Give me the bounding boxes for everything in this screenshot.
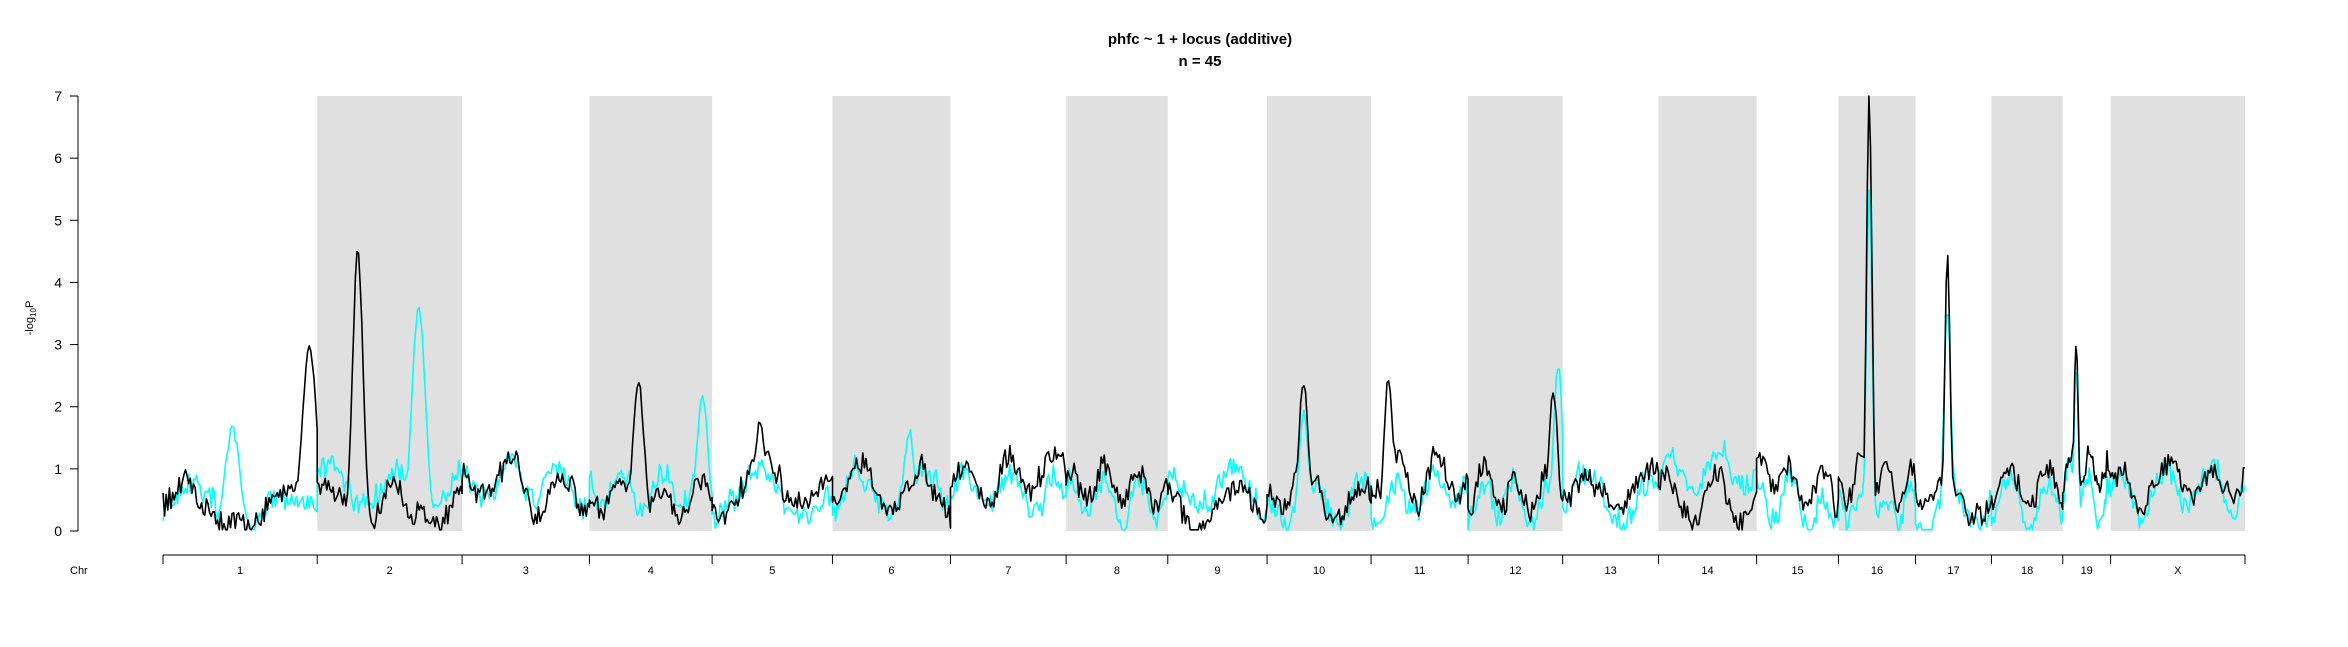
y-axis-label-main: -log — [24, 317, 36, 335]
band-chr-18 — [1991, 96, 2063, 531]
chr-label: 14 — [1701, 565, 1713, 577]
series-line-1 — [162, 189, 2246, 531]
chr-label: X — [2174, 565, 2182, 577]
band-chr-2 — [317, 96, 463, 531]
chr-label: 7 — [1005, 565, 1011, 577]
chr-label: 15 — [1791, 565, 1803, 577]
band-chr-6 — [832, 96, 951, 531]
y-axis: 0 1 2 3 4 5 6 7 — [54, 88, 79, 539]
band-chr-4 — [589, 96, 713, 531]
y-tick-label: 5 — [54, 212, 62, 228]
chr-label: 10 — [1313, 565, 1325, 577]
band-chr-12 — [1468, 96, 1563, 531]
y-tick-label: 1 — [54, 461, 62, 477]
chr-label: 16 — [1871, 565, 1883, 577]
chr-label: 12 — [1509, 565, 1521, 577]
chr-label: 13 — [1604, 565, 1616, 577]
y-tick-label: 4 — [54, 274, 62, 290]
chr-label: 2 — [387, 565, 393, 577]
y-axis-label-tail: P — [24, 301, 36, 308]
chart-title: phfc ~ 1 + locus (additive) — [1108, 31, 1292, 48]
y-tick-label: 3 — [54, 337, 62, 353]
y-tick-label: 2 — [54, 399, 62, 415]
y-axis-label: -log10P — [24, 301, 38, 336]
chr-label: 9 — [1214, 565, 1220, 577]
band-chr-14 — [1658, 96, 1757, 531]
band-chr-8 — [1066, 96, 1168, 531]
chr-label: 4 — [648, 565, 654, 577]
chr-label: 17 — [1947, 565, 1959, 577]
y-tick-label: 0 — [54, 523, 62, 539]
chr-label: 18 — [2021, 565, 2033, 577]
x-axis-label: Chr — [70, 565, 88, 577]
chr-label: 6 — [888, 565, 894, 577]
band-chr-16 — [1838, 96, 1916, 531]
chr-label: 1 — [237, 565, 243, 577]
chart-subtitle: n = 45 — [1179, 53, 1222, 70]
lod-curves — [162, 95, 2246, 531]
chr-label: 11 — [1414, 565, 1425, 577]
band-chr-X — [2110, 96, 2245, 531]
series-line-0 — [162, 95, 2246, 531]
chr-label: 19 — [2081, 565, 2093, 577]
y-tick-label: 6 — [54, 150, 62, 166]
chr-label: 3 — [523, 565, 529, 577]
chromosome-bands — [317, 96, 2245, 531]
y-axis-label-subscript: 10 — [29, 308, 38, 317]
chr-label: 8 — [1114, 565, 1120, 577]
chr-label: 5 — [769, 565, 775, 577]
x-axis: 1 2 3 4 5 6 7 8 9 10 11 12 13 14 15 16 17 18 19 X — [162, 554, 2246, 577]
y-tick-label: 7 — [54, 88, 62, 104]
band-chr-10 — [1267, 96, 1372, 531]
